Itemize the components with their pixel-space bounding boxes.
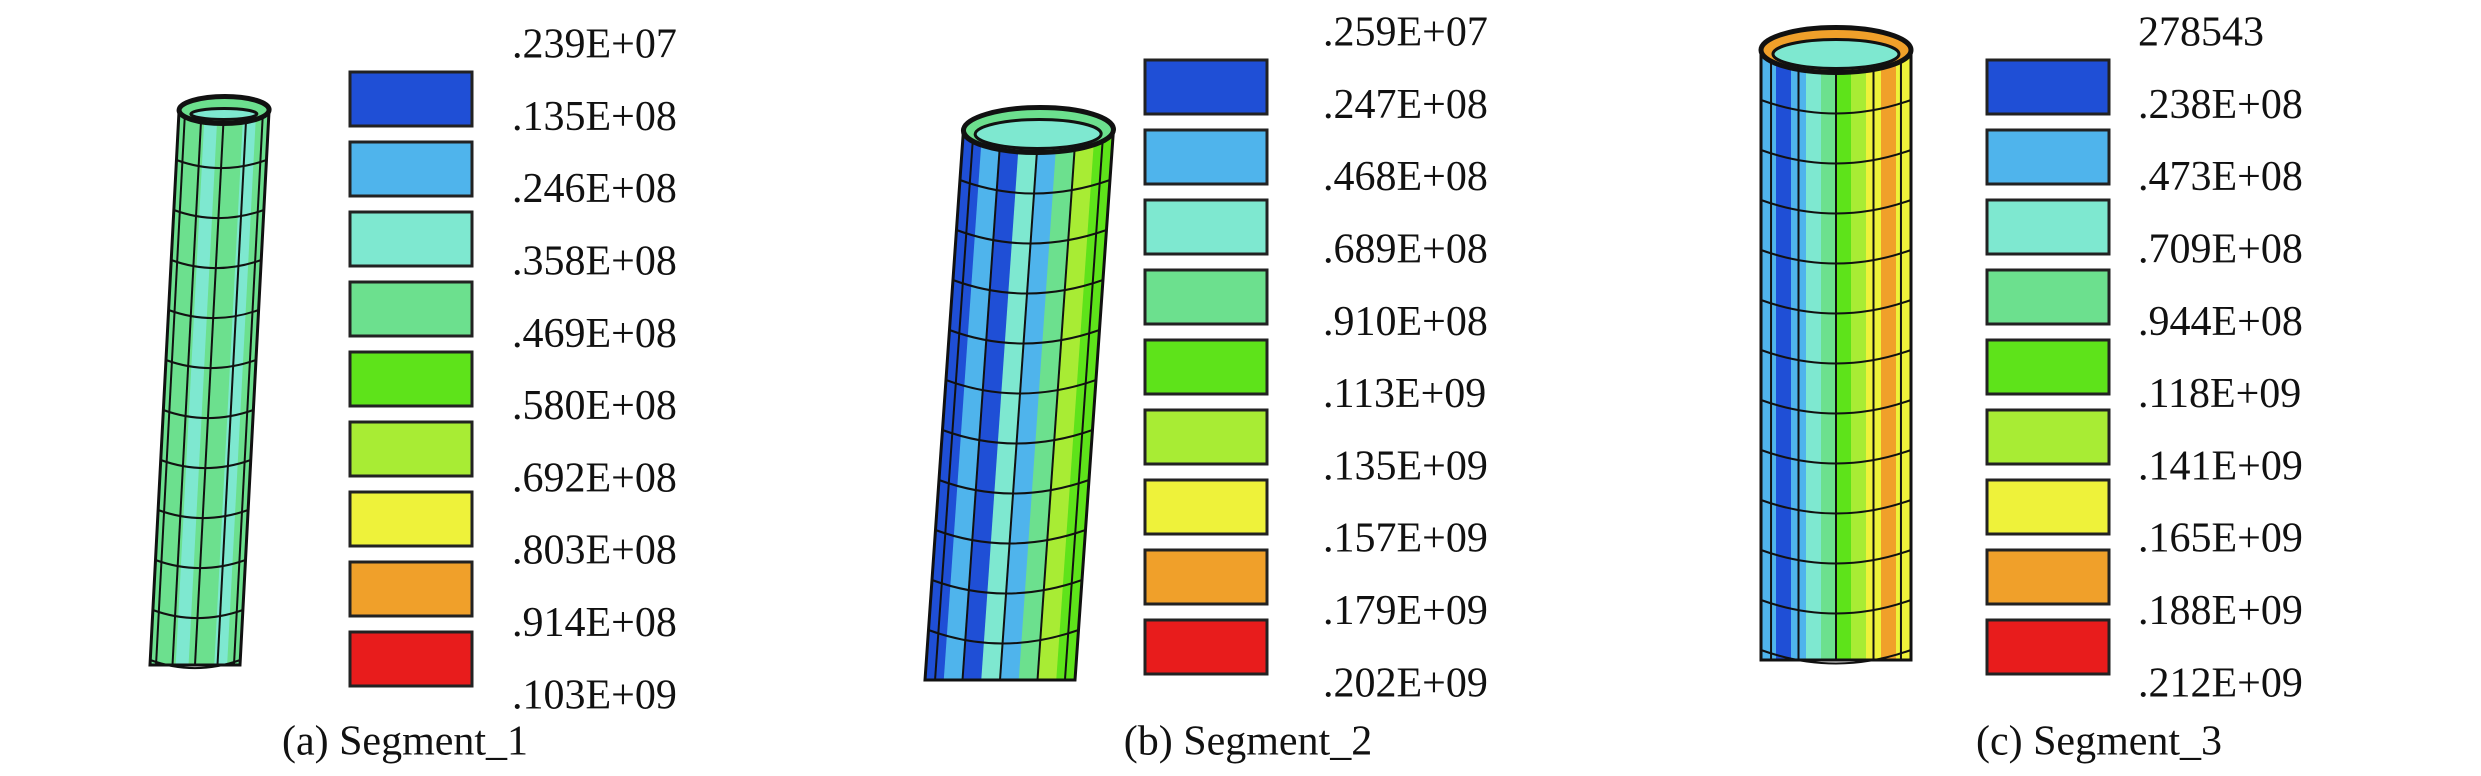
cylinder xyxy=(148,94,272,670)
cylinder-inner xyxy=(1771,38,1901,70)
mesh-line xyxy=(155,110,187,665)
cylinder-stripe xyxy=(201,110,244,665)
cylinder-inner xyxy=(189,107,259,121)
legend-swatch xyxy=(1985,128,2111,186)
legend-label: .188E+09 xyxy=(2138,588,2303,634)
mesh-line xyxy=(1760,649,1912,665)
cylinder-stripe xyxy=(1836,50,1852,660)
legend-swatch xyxy=(348,210,474,268)
cylinder-stripe xyxy=(1761,50,1777,660)
mesh-line xyxy=(216,110,248,665)
legend-label: .689E+08 xyxy=(1323,227,1488,273)
legend-label: .468E+08 xyxy=(1323,154,1488,200)
legend-label: 278543 xyxy=(2138,10,2264,56)
mesh-line xyxy=(194,110,226,665)
legend-label: .692E+08 xyxy=(512,455,677,501)
mesh-line xyxy=(999,130,1040,680)
legend-swatch xyxy=(1985,478,2111,536)
legend-swatch xyxy=(1143,478,1269,536)
legend-label: .803E+08 xyxy=(512,528,677,574)
legend-swatch xyxy=(1143,338,1269,396)
cylinder-stripe xyxy=(1851,50,1867,660)
legend-label: .580E+08 xyxy=(512,383,677,429)
legend-swatch xyxy=(348,70,474,128)
legend-swatch xyxy=(1143,198,1269,256)
legend-swatch xyxy=(348,420,474,478)
cylinder-stripe xyxy=(962,130,1021,680)
legend-label: .165E+09 xyxy=(2138,516,2303,562)
legend-swatch xyxy=(348,280,474,338)
legend-label: .246E+08 xyxy=(512,166,677,212)
cylinder xyxy=(1758,25,1914,665)
legend-label: .473E+08 xyxy=(2138,154,2303,200)
legend-swatch xyxy=(1143,548,1269,606)
mesh-line xyxy=(149,659,241,670)
legend-swatch xyxy=(1985,58,2111,116)
panel: .239E+07 .135E+08 .246E+08 .358E+08 .469E+08… xyxy=(148,22,677,765)
legend-swatch xyxy=(1143,58,1269,116)
mesh-line xyxy=(1063,130,1105,680)
legend-label: .238E+08 xyxy=(2138,82,2303,128)
legend-swatch xyxy=(1985,618,2111,676)
mesh-line xyxy=(1036,130,1077,680)
cylinder-stripe xyxy=(1896,50,1912,660)
panel: .259E+07 .247E+08 .468E+08 .689E+08 .910E+08… xyxy=(923,10,1488,765)
cylinder-stripe xyxy=(943,130,1002,680)
legend-label: .157E+09 xyxy=(1323,516,1488,562)
caption: (a) Segment_1 xyxy=(282,719,528,765)
legend-label: .135E+08 xyxy=(512,94,677,140)
legend-label: .914E+08 xyxy=(512,600,677,646)
legend-label: .469E+08 xyxy=(512,311,677,357)
legend-label: .113E+09 xyxy=(1323,371,1486,417)
legend-label: .358E+08 xyxy=(512,239,677,285)
legend-label: .709E+08 xyxy=(2138,227,2303,273)
legend-swatch xyxy=(1985,548,2111,606)
legend-label: .247E+08 xyxy=(1323,82,1488,128)
caption: (c) Segment_3 xyxy=(1976,719,2222,765)
caption: (b) Segment_2 xyxy=(1124,719,1372,765)
legend-label: .141E+09 xyxy=(2138,443,2303,489)
legend-label: .212E+09 xyxy=(2138,660,2303,706)
legend-swatch xyxy=(1985,268,2111,326)
legend-swatch xyxy=(1143,618,1269,676)
legend-label: .910E+08 xyxy=(1323,299,1488,345)
legend-label: .135E+09 xyxy=(1323,443,1488,489)
legend-label: .103E+09 xyxy=(512,672,677,718)
legend-swatch xyxy=(1985,198,2111,256)
legend-label: .202E+09 xyxy=(1323,660,1488,706)
cylinder-stripe xyxy=(1806,50,1822,660)
cylinder-stripe xyxy=(1037,130,1096,680)
legend-label: .179E+09 xyxy=(1323,588,1488,634)
legend-swatch xyxy=(348,490,474,548)
legend-swatch xyxy=(1143,408,1269,466)
mesh-line xyxy=(171,110,203,665)
legend-label: .259E+07 xyxy=(1323,10,1488,56)
legend-swatch xyxy=(348,140,474,198)
mesh-line xyxy=(232,110,265,665)
legend-label: .944E+08 xyxy=(2138,299,2303,345)
legend-swatch xyxy=(1143,128,1269,186)
legend-label: .239E+07 xyxy=(512,22,677,68)
legend-swatch xyxy=(348,350,474,408)
legend-swatch xyxy=(1143,268,1269,326)
cylinder-inner xyxy=(973,118,1103,150)
mesh-line xyxy=(961,130,1002,680)
panel: 278543 .238E+08 .473E+08 .709E+08 .944E+08 .1… xyxy=(1758,10,2303,765)
legend-label: .118E+09 xyxy=(2138,371,2301,417)
cylinder-stripe xyxy=(1821,50,1837,660)
cylinder-stripe xyxy=(175,110,219,665)
legend-swatch xyxy=(348,560,474,618)
mesh-line xyxy=(934,130,975,680)
legend-swatch xyxy=(1985,338,2111,396)
legend-swatch xyxy=(348,630,474,688)
cylinder xyxy=(923,105,1116,682)
legend-swatch xyxy=(1985,408,2111,466)
